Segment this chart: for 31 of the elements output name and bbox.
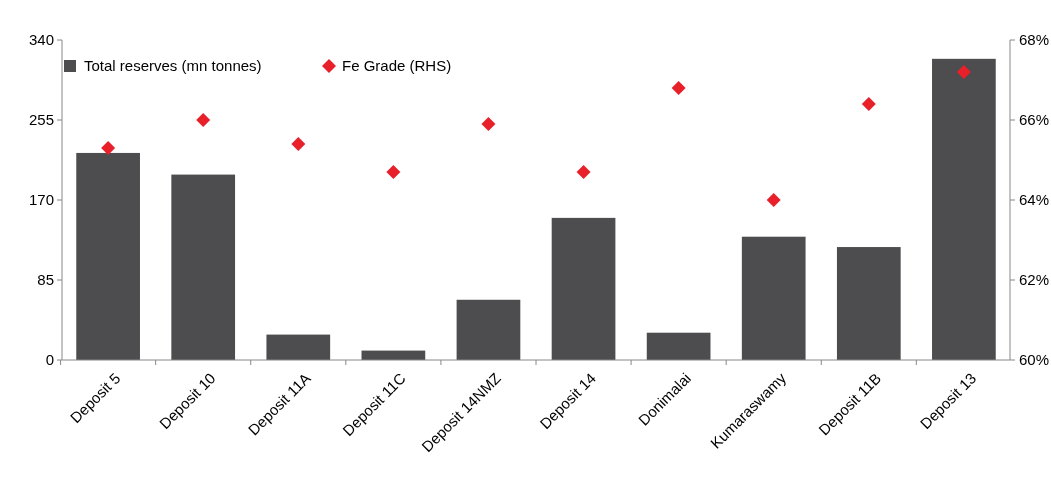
point xyxy=(576,165,591,179)
point xyxy=(956,65,971,79)
legend-label: Fe Grade (RHS) xyxy=(342,57,452,75)
point xyxy=(861,97,876,111)
y-tick-label: 340 xyxy=(28,31,54,49)
y2-tick-label: 66% xyxy=(1019,111,1050,129)
bar xyxy=(76,152,140,360)
bar xyxy=(266,334,331,360)
bar xyxy=(646,332,711,360)
y-tick-label: 85 xyxy=(37,271,54,289)
bar xyxy=(741,236,806,360)
y2-tick-label: 68% xyxy=(1019,31,1050,49)
point xyxy=(766,193,781,207)
point xyxy=(196,113,211,127)
bar xyxy=(171,174,236,360)
point xyxy=(481,117,496,131)
y2-tick-label: 62% xyxy=(1019,271,1050,289)
point xyxy=(101,141,116,155)
bar xyxy=(456,299,521,360)
y2-tick-label: 60% xyxy=(1019,351,1050,369)
y-tick-label: 0 xyxy=(45,351,54,369)
legend-label: Total reserves (mn tonnes) xyxy=(84,57,262,75)
y-tick-label: 170 xyxy=(28,191,54,209)
point xyxy=(291,137,306,151)
y-tick-label: 255 xyxy=(28,111,54,129)
bar xyxy=(836,247,901,360)
y2-tick-label: 64% xyxy=(1019,191,1050,209)
bar xyxy=(551,217,616,360)
point xyxy=(386,165,401,179)
point xyxy=(671,81,686,95)
bar xyxy=(932,58,996,360)
